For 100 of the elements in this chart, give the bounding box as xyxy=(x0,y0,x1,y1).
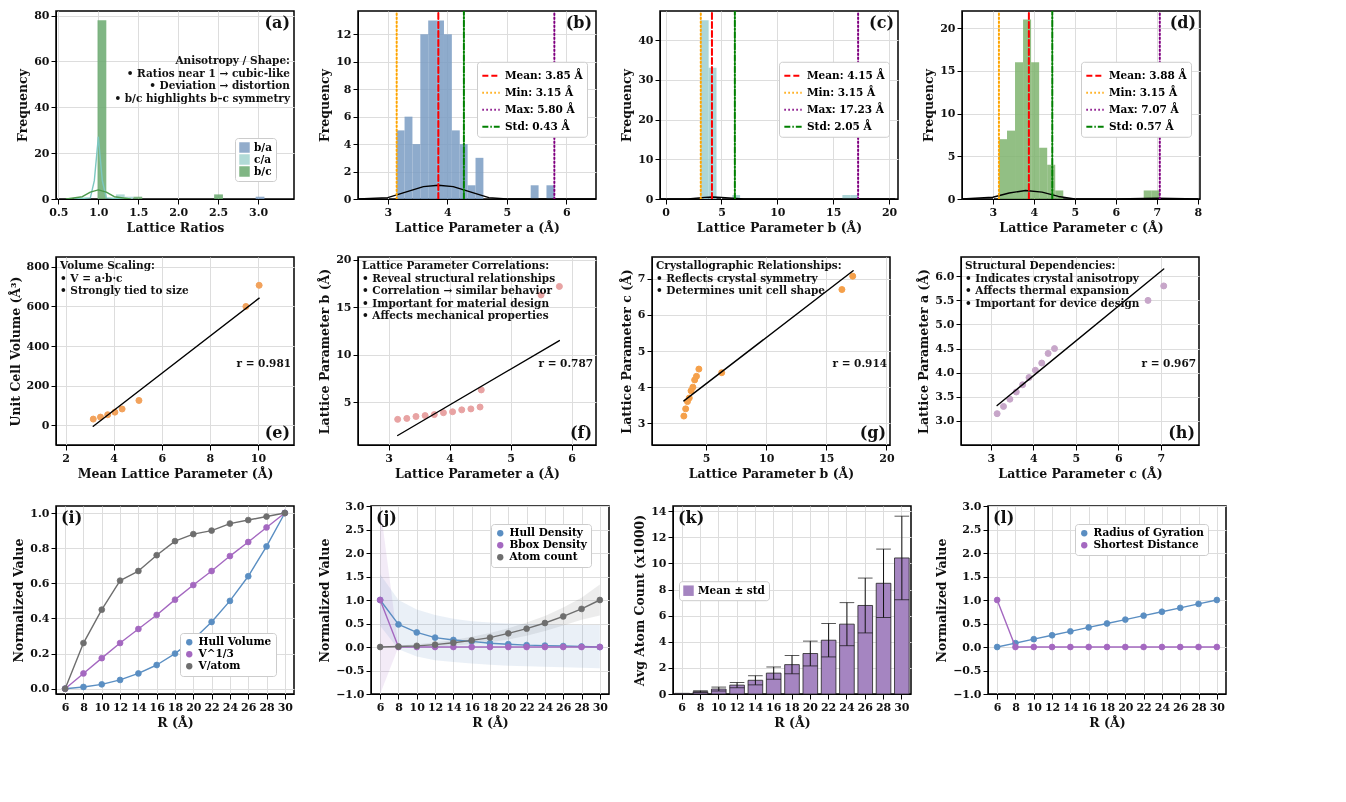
y-tick-label: 7 xyxy=(637,272,646,286)
x-tick-label: 22 xyxy=(1136,700,1152,714)
y-tick-label: 0.2 xyxy=(30,647,50,661)
y-axis-title: Lattice Parameter a (Å) xyxy=(916,269,932,434)
x-tick-label: 8 xyxy=(395,700,404,714)
annotation: (i) xyxy=(61,508,83,527)
x-tick-label: 16 xyxy=(149,700,166,714)
y-tick-label: 2.5 xyxy=(962,523,982,536)
x-tick-label: 26 xyxy=(1173,700,1189,714)
y-axis-title: Frequency xyxy=(921,68,937,142)
legend-label: Radius of Gyration xyxy=(1093,526,1205,539)
annotation: (d) xyxy=(1169,13,1196,32)
annotation: r = 0.914 xyxy=(832,357,887,370)
legend-label: Std: 0.43 Å xyxy=(505,118,571,132)
x-axis-title: Lattice Parameter a (Å) xyxy=(395,219,560,235)
y-tick-label: 2.0 xyxy=(345,546,365,560)
y-tick-label: 3.0 xyxy=(345,499,365,513)
y-tick-label: 5 xyxy=(343,395,352,409)
y-axis-title: Normalized Value xyxy=(934,538,950,663)
y-tick-label: 1.0 xyxy=(345,593,365,607)
x-tick-label: 8 xyxy=(80,700,89,714)
x-tick-label: 12 xyxy=(427,700,444,714)
legend-label: Shortest Distance xyxy=(1093,538,1199,551)
x-tick-label: 10 xyxy=(1026,700,1043,714)
y-tick-label: 30 xyxy=(638,73,654,87)
legend-label: Std: 2.05 Å xyxy=(807,118,873,132)
x-tick-label: 20 xyxy=(1118,700,1134,714)
y-tick-label: 200 xyxy=(26,379,50,393)
legend-label: b/c xyxy=(254,164,272,177)
y-tick-label: 5 xyxy=(637,344,646,358)
y-tick-label: 20 xyxy=(336,253,352,267)
x-tick-label: 5 xyxy=(507,451,515,465)
legend-label: Bbox Density xyxy=(509,538,588,551)
y-tick-label: 12 xyxy=(336,27,352,41)
annotation: (g) xyxy=(859,423,886,442)
x-tick-label: 1.0 xyxy=(89,205,109,219)
x-tick-label: 16 xyxy=(766,700,782,714)
y-axis-title: Frequency xyxy=(317,68,333,142)
y-tick-label: 1.0 xyxy=(30,506,50,520)
y-tick-label: 0.8 xyxy=(30,541,50,555)
annotation: (h) xyxy=(1168,423,1195,442)
y-tick-label: 80 xyxy=(34,9,50,23)
annotation: (l) xyxy=(993,508,1015,527)
x-tick-label: 24 xyxy=(537,700,554,714)
x-tick-label: 30 xyxy=(592,700,609,714)
y-tick-label: 8 xyxy=(658,583,667,597)
y-tick-label: 1.5 xyxy=(962,570,982,583)
y-tick-label: 2 xyxy=(343,165,352,179)
x-tick-label: 18 xyxy=(784,700,800,714)
y-axis-title: Lattice Parameter c (Å) xyxy=(618,269,634,434)
y-tick-label: 0.5 xyxy=(345,617,365,630)
x-tick-label: 6 xyxy=(61,700,70,714)
legend-label: Hull Volume xyxy=(198,635,272,648)
x-tick-label: 14 xyxy=(1063,700,1079,714)
y-axis-title: Avg Atom Count (x1000) xyxy=(632,514,648,688)
x-tick-label: 3 xyxy=(989,205,998,219)
x-tick-label: 20 xyxy=(186,700,202,714)
x-tick-label: 2.0 xyxy=(169,205,189,219)
y-tick-label: 20 xyxy=(940,21,956,35)
x-tick-label: 10 xyxy=(94,700,111,714)
x-tick-label: 4 xyxy=(110,451,119,465)
x-tick-label: 18 xyxy=(1099,700,1116,714)
y-tick-label: 6.0 xyxy=(935,269,955,283)
annotation: Anisotropy / Shape: • Ratios near 1 → cubic-like • Deviation → distortion • b/c highlights b–c symmetry xyxy=(114,54,291,104)
x-tick-label: 4 xyxy=(1030,205,1039,219)
legend-label: Hull Density xyxy=(509,526,584,539)
x-tick-label: 6 xyxy=(568,451,577,465)
annotation: Volume Scaling: • V = a·b·c • Strongly tied to size xyxy=(59,259,189,296)
x-tick-label: 1.5 xyxy=(129,205,149,219)
annotation: (c) xyxy=(869,13,894,32)
x-tick-label: 26 xyxy=(241,700,257,714)
x-tick-label: 12 xyxy=(112,700,129,714)
y-axis-title: Lattice Parameter b (Å) xyxy=(317,268,333,435)
legend-label: V/atom xyxy=(197,659,241,672)
legend-label: c/a xyxy=(254,152,272,165)
y-tick-label: 1.0 xyxy=(962,593,982,607)
x-tick-label: 18 xyxy=(482,700,499,714)
y-tick-label: 20 xyxy=(638,113,654,127)
y-tick-label: 6 xyxy=(658,609,667,623)
x-tick-label: 26 xyxy=(857,700,874,714)
y-tick-label: 0 xyxy=(343,192,352,206)
y-tick-label: 60 xyxy=(34,54,50,68)
y-tick-label: 0 xyxy=(947,192,956,206)
x-tick-label: 22 xyxy=(204,700,220,714)
y-tick-label: 5.0 xyxy=(935,317,955,331)
y-tick-label: 10 xyxy=(651,556,667,570)
y-tick-label: 4.5 xyxy=(935,342,955,356)
x-tick-label: 8 xyxy=(1012,700,1021,714)
x-tick-label: 10 xyxy=(409,700,426,714)
y-tick-label: 4 xyxy=(658,635,667,649)
annotation: r = 0.967 xyxy=(1141,357,1196,370)
annotation: (f) xyxy=(569,423,592,442)
x-tick-label: 22 xyxy=(820,700,837,714)
x-tick-label: 22 xyxy=(519,700,535,714)
legend-label: Mean ± std xyxy=(698,583,766,596)
x-tick-label: 5 xyxy=(1071,205,1080,219)
y-tick-label: 3.0 xyxy=(935,414,955,428)
y-tick-label: 2 xyxy=(658,661,667,675)
legend-label: Max: 7.07 Å xyxy=(1109,101,1180,115)
y-tick-label: 15 xyxy=(940,64,956,78)
